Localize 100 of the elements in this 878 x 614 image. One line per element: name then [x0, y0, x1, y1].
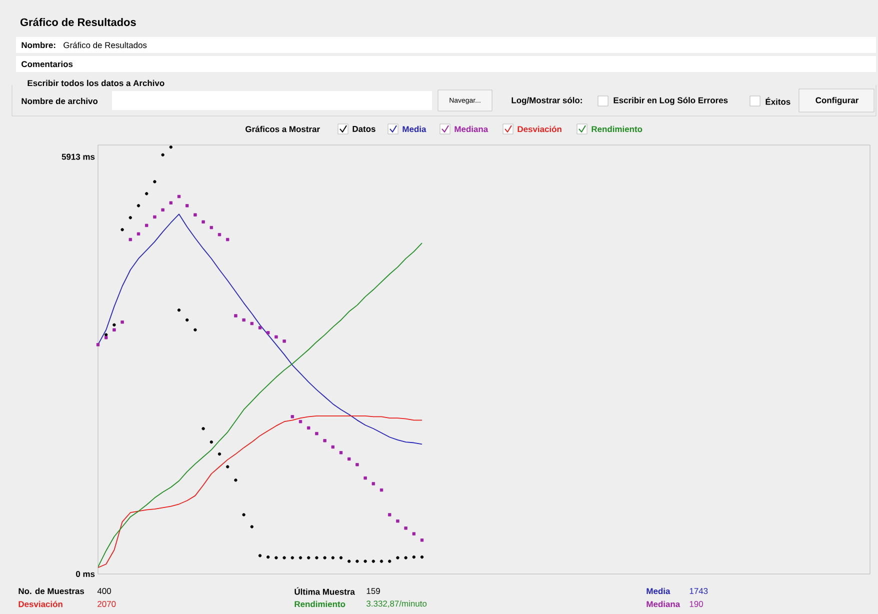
point — [420, 555, 424, 559]
point — [323, 556, 326, 560]
point — [250, 525, 254, 528]
point — [136, 232, 140, 236]
point — [388, 513, 392, 516]
point — [420, 538, 424, 542]
point — [298, 420, 302, 424]
text: Desviación — [18, 600, 62, 608]
point — [282, 556, 286, 560]
point — [396, 556, 400, 560]
point — [128, 216, 132, 220]
text: Nombre de archivo — [22, 98, 98, 104]
point — [218, 452, 222, 456]
text: 2070 — [98, 601, 116, 607]
legend-label: Desviación — [518, 126, 562, 132]
text: 1743 — [690, 588, 708, 594]
y-tick-label: 0 ms — [76, 571, 95, 577]
text: Gráfico de Resultados — [64, 42, 147, 48]
point — [298, 556, 302, 560]
point — [348, 560, 351, 563]
point — [356, 463, 359, 466]
legend-title: Gráficos a Mostrar — [246, 126, 320, 132]
text: Rendimiento — [294, 600, 346, 608]
point — [104, 333, 108, 336]
point — [388, 560, 392, 563]
point — [169, 146, 172, 149]
point — [364, 560, 367, 563]
point — [258, 326, 262, 330]
point — [404, 526, 408, 530]
text: Nombre: — [22, 42, 56, 48]
text: Comentarios — [22, 60, 73, 68]
point — [404, 556, 408, 560]
point — [234, 478, 238, 482]
point — [226, 465, 230, 468]
text: No. de Muestras — [18, 588, 84, 594]
point — [274, 556, 278, 560]
text: Escribir en Log Sólo Errores — [614, 96, 728, 105]
point — [380, 560, 384, 563]
point — [266, 555, 270, 559]
text: Log/Mostrar sólo: — [512, 96, 582, 105]
point — [136, 204, 140, 208]
point — [194, 213, 197, 216]
text: Éxitos — [766, 97, 790, 105]
text: 400 — [97, 588, 111, 594]
point — [120, 228, 124, 232]
legend-label: Media — [402, 126, 426, 132]
point — [177, 308, 181, 312]
point — [194, 328, 197, 332]
point — [307, 556, 310, 560]
point — [396, 519, 400, 523]
point — [339, 556, 343, 560]
point — [380, 488, 384, 492]
point — [412, 532, 416, 536]
point — [145, 224, 148, 228]
point — [161, 153, 164, 156]
point — [331, 445, 334, 449]
point — [290, 556, 294, 560]
point — [210, 226, 213, 230]
point — [323, 439, 326, 442]
text: 159 — [366, 588, 380, 594]
text: Última Muestra — [294, 587, 355, 595]
point — [250, 322, 254, 326]
point — [153, 215, 156, 219]
point — [128, 238, 132, 242]
text: Configurar — [816, 97, 859, 105]
point — [290, 415, 294, 418]
point — [145, 192, 148, 196]
point — [210, 440, 213, 444]
point — [186, 318, 189, 322]
text: Mediana — [646, 600, 680, 608]
point — [226, 238, 230, 242]
text: 190 — [690, 601, 703, 607]
point — [339, 451, 343, 454]
point — [234, 314, 238, 318]
chart-title: Gráfico de Resultados — [20, 18, 136, 26]
point — [177, 194, 181, 198]
point — [372, 482, 375, 486]
point — [120, 320, 124, 324]
point — [258, 554, 262, 558]
point — [364, 476, 367, 480]
point — [266, 331, 270, 334]
point — [348, 457, 351, 461]
point — [186, 204, 189, 208]
point — [169, 201, 172, 204]
legend-label: Mediana — [454, 126, 488, 132]
text: Media — [646, 588, 670, 594]
point — [372, 560, 375, 563]
point — [161, 208, 164, 212]
point — [242, 318, 246, 322]
point — [202, 220, 205, 224]
y-tick-label: 5913 ms — [62, 154, 95, 160]
text: 3.332,87/minuto — [366, 600, 427, 608]
point — [315, 432, 318, 436]
point — [331, 556, 334, 560]
legend-label: Datos — [352, 126, 376, 132]
text: Escribir todos los datos a Archivo — [28, 80, 164, 86]
point — [112, 323, 116, 327]
point — [96, 343, 100, 346]
point — [356, 560, 359, 563]
point — [153, 180, 156, 184]
